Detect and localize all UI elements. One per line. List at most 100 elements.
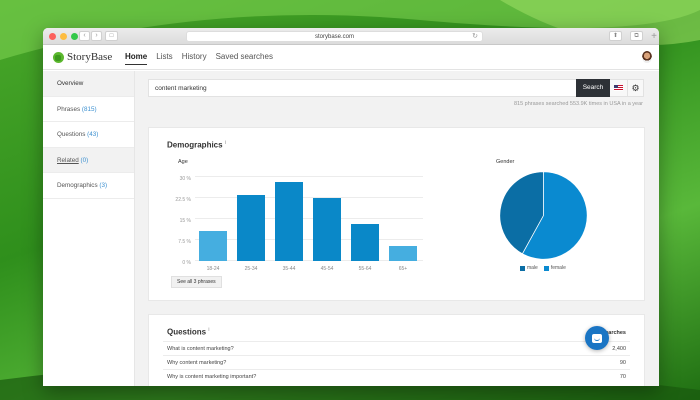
chat-widget-button[interactable] bbox=[585, 326, 609, 350]
logo-icon bbox=[53, 51, 64, 63]
x-tick: 45-54 bbox=[320, 266, 334, 272]
gridline bbox=[195, 197, 423, 198]
sidebar-item-label: Demographics bbox=[57, 182, 98, 189]
questions-card: Questions i Searches What is content mar… bbox=[148, 314, 645, 386]
table-row[interactable]: Why content marketing? 90 bbox=[163, 355, 630, 369]
x-tick: 55-64 bbox=[358, 266, 372, 272]
search-button[interactable]: Search bbox=[576, 79, 610, 97]
minimize-window-button[interactable] bbox=[60, 33, 67, 40]
gridline bbox=[195, 260, 423, 261]
age-bar-55-64[interactable] bbox=[351, 223, 379, 261]
nav-saved-searches[interactable]: Saved searches bbox=[215, 52, 273, 61]
legend-swatch-female bbox=[543, 265, 549, 271]
gridline bbox=[195, 176, 423, 177]
sidebar: Overview Phrases (815) Questions (43) Re… bbox=[43, 71, 135, 386]
demographics-title-text: Demographics bbox=[167, 140, 223, 150]
question-text[interactable]: Why is content marketing important? bbox=[167, 373, 257, 380]
nav-home[interactable]: Home bbox=[125, 52, 148, 65]
sidebar-item-count: (815) bbox=[81, 105, 97, 113]
age-bar-45-54[interactable] bbox=[313, 198, 341, 261]
logo-text: StoryBase bbox=[67, 51, 113, 63]
sidebar-item-overview[interactable]: Overview bbox=[43, 71, 134, 97]
sidebar-item-demographics[interactable]: Demographics (3) bbox=[43, 173, 134, 199]
legend-female[interactable]: female bbox=[543, 265, 566, 271]
table-row[interactable]: Why is content marketing important? 70 bbox=[163, 369, 630, 383]
question-text[interactable]: What is content marketing? bbox=[167, 345, 234, 352]
gender-legend: male female bbox=[520, 265, 566, 271]
maximize-window-button[interactable] bbox=[71, 33, 78, 40]
nav-history[interactable]: History bbox=[181, 52, 207, 61]
questions-table: What is content marketing? 2,400 Why con… bbox=[163, 341, 630, 383]
info-icon[interactable]: i bbox=[208, 327, 210, 333]
age-bar-18-24[interactable] bbox=[199, 230, 227, 261]
tabs-overview-icon[interactable]: ⧉ bbox=[630, 31, 643, 41]
y-tick: 7.5 % bbox=[178, 239, 191, 245]
pie-slice-male[interactable] bbox=[499, 171, 544, 255]
gear-icon[interactable]: ⚙ bbox=[627, 79, 644, 97]
x-tick: 35-44 bbox=[282, 266, 296, 272]
sidebar-item-label: Questions bbox=[57, 131, 86, 138]
storybase-logo[interactable]: StoryBase bbox=[53, 51, 112, 63]
page-body: Overview Phrases (815) Questions (43) Re… bbox=[43, 71, 659, 386]
gender-pie-chart bbox=[499, 171, 588, 260]
age-bar-chart bbox=[195, 176, 423, 261]
sidebar-item-label: Overview bbox=[57, 80, 84, 87]
gridline bbox=[195, 239, 423, 240]
y-tick: 15 % bbox=[179, 218, 191, 224]
forward-icon[interactable]: › bbox=[91, 31, 102, 41]
nav-lists[interactable]: Lists bbox=[156, 52, 173, 61]
x-tick: 18-24 bbox=[206, 266, 220, 272]
reload-icon[interactable]: ↻ bbox=[472, 33, 478, 40]
share-icon[interactable]: ⬆ bbox=[609, 31, 622, 41]
us-flag-icon bbox=[614, 85, 623, 91]
age-bar-35-44[interactable] bbox=[275, 182, 303, 261]
searches-column-header: Searches bbox=[601, 330, 626, 336]
questions-title: Questions i bbox=[167, 327, 209, 337]
chat-icon bbox=[592, 333, 602, 343]
search-bar: Search ⚙ bbox=[148, 79, 644, 97]
sidebar-item-questions[interactable]: Questions (43) bbox=[43, 122, 134, 148]
close-window-button[interactable] bbox=[49, 33, 56, 40]
age-bar-65+[interactable] bbox=[389, 246, 417, 261]
address-bar[interactable]: storybase.com ↻ bbox=[186, 31, 483, 42]
sidebar-item-label: Related bbox=[57, 156, 79, 164]
app-header: StoryBase Home Lists History Saved searc… bbox=[43, 45, 659, 70]
back-icon[interactable]: ‹ bbox=[79, 31, 90, 41]
new-tab-icon[interactable]: + bbox=[651, 31, 657, 42]
x-tick: 25-34 bbox=[244, 266, 258, 272]
search-input[interactable] bbox=[148, 79, 576, 97]
info-icon[interactable]: i bbox=[224, 140, 226, 146]
table-row[interactable]: What is content marketing? 2,400 bbox=[163, 341, 630, 355]
sidebar-item-phrases[interactable]: Phrases (815) bbox=[43, 97, 134, 122]
y-tick: 22.5 % bbox=[175, 197, 191, 203]
main-nav: Home Lists History Saved searches bbox=[125, 52, 273, 65]
sidebar-item-count: (3) bbox=[99, 182, 108, 189]
search-count: 90 bbox=[619, 359, 626, 366]
legend-label: male bbox=[527, 265, 538, 271]
search-count: 70 bbox=[619, 373, 626, 380]
sidebar-item-count: (0) bbox=[80, 156, 89, 164]
sidebar-item-related[interactable]: Related (0) bbox=[43, 147, 134, 173]
question-text[interactable]: Why content marketing? bbox=[167, 359, 227, 366]
legend-swatch-male bbox=[520, 265, 525, 271]
age-bar-25-34[interactable] bbox=[237, 195, 265, 261]
user-avatar[interactable] bbox=[642, 51, 652, 63]
see-all-phrases-button[interactable]: See all 3 phrases bbox=[171, 276, 222, 288]
questions-title-text: Questions bbox=[167, 327, 207, 337]
y-tick: 30 % bbox=[179, 176, 191, 182]
main-content: Search ⚙ 815 phrases searched 553.9K tim… bbox=[135, 71, 659, 386]
age-chart-y-axis: 0 % 7.5 % 15 % 22.5 % 30 % bbox=[167, 173, 191, 266]
age-chart-title: Age bbox=[178, 159, 188, 165]
sidebar-item-label: Phrases bbox=[57, 105, 81, 113]
legend-male[interactable]: male bbox=[520, 265, 538, 271]
x-tick: 65+ bbox=[398, 266, 408, 272]
search-count: 2,400 bbox=[612, 345, 626, 352]
browser-window: ‹ › □ storybase.com ↻ ⬆ ⧉ + StoryBase Ho… bbox=[43, 28, 659, 386]
gridline bbox=[195, 218, 423, 219]
legend-label: female bbox=[550, 265, 566, 271]
search-summary: 815 phrases searched 553.9K times in USA… bbox=[513, 101, 643, 107]
pie-slice-female[interactable] bbox=[521, 171, 588, 260]
sidebar-item-count: (43) bbox=[87, 131, 99, 138]
sidebar-toggle-icon[interactable]: □ bbox=[105, 31, 118, 41]
country-selector[interactable] bbox=[610, 79, 627, 97]
